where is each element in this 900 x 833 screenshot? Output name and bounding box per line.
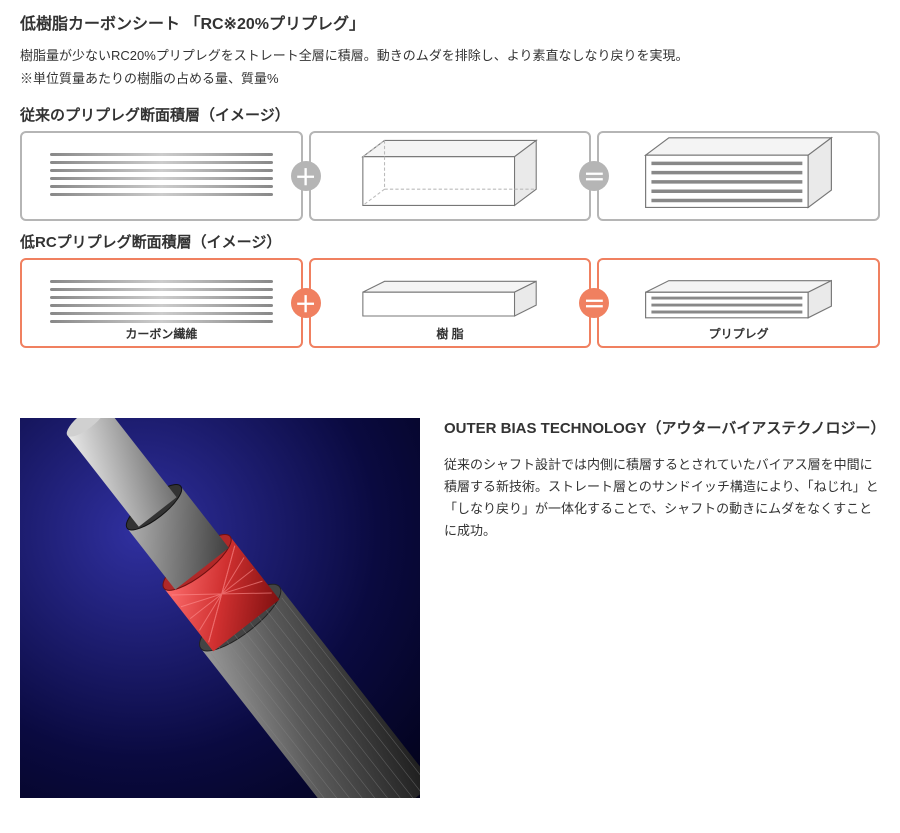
diagram1-prepreg-box [597,131,880,221]
equals-icon: ＝ [579,161,609,191]
prepreg-label: プリプレグ [709,325,769,342]
diagram2-prepreg-box: プリプレグ [597,258,880,348]
diagram1-resin-box [309,131,592,221]
resin-block-tall-icon [352,135,547,216]
plus-icon: ＋ [291,288,321,318]
section1-note: ※単位質量あたりの樹脂の占める量、質量% [20,69,880,90]
diagram2-resin-box: 樹 脂 [309,258,592,348]
diagram1-title: 従来のプリプレグ断面積層（イメージ） [20,104,880,125]
fibers-icon [50,278,273,328]
diagram2-title: 低RCプリプレグ断面積層（イメージ） [20,231,880,252]
carbon-label: カーボン繊維 [125,325,197,342]
outer-bias-image [20,418,420,798]
section2-text: OUTER BIAS TECHNOLOGY（アウターバイアステクノロジー） 従来… [444,418,880,798]
section2-title: OUTER BIAS TECHNOLOGY（アウターバイアステクノロジー） [444,418,880,441]
prepreg-thin-icon [634,276,843,330]
section-outer-bias: OUTER BIAS TECHNOLOGY（アウターバイアステクノロジー） 従来… [20,418,880,798]
diagram2-carbon-box: カーボン繊維 [20,258,303,348]
section1-desc: 樹脂量が少ないRC20%プリプレグをストレート全層に積層。動きのムダを排除し、よ… [20,46,880,67]
prepreg-tall-icon [634,132,843,218]
resin-block-thin-icon [352,277,547,328]
plus-icon: ＋ [291,161,321,191]
section-low-resin: 低樹脂カーボンシート 「RC※20%プリプレグ」 樹脂量が少ないRC20%プリプ… [20,10,880,348]
resin-label: 樹 脂 [436,325,463,342]
diagram1-row: ＋ ＝ [20,131,880,221]
diagram2-row: カーボン繊維 ＋ 樹 脂 ＝ [20,258,880,348]
diagram1-carbon-box [20,131,303,221]
equals-icon: ＝ [579,288,609,318]
fibers-icon [50,151,273,201]
section2-desc: 従来のシャフト設計では内側に積層するとされていたバイアス層を中間に積層する新技術… [444,454,880,542]
section1-title: 低樹脂カーボンシート 「RC※20%プリプレグ」 [20,10,880,34]
